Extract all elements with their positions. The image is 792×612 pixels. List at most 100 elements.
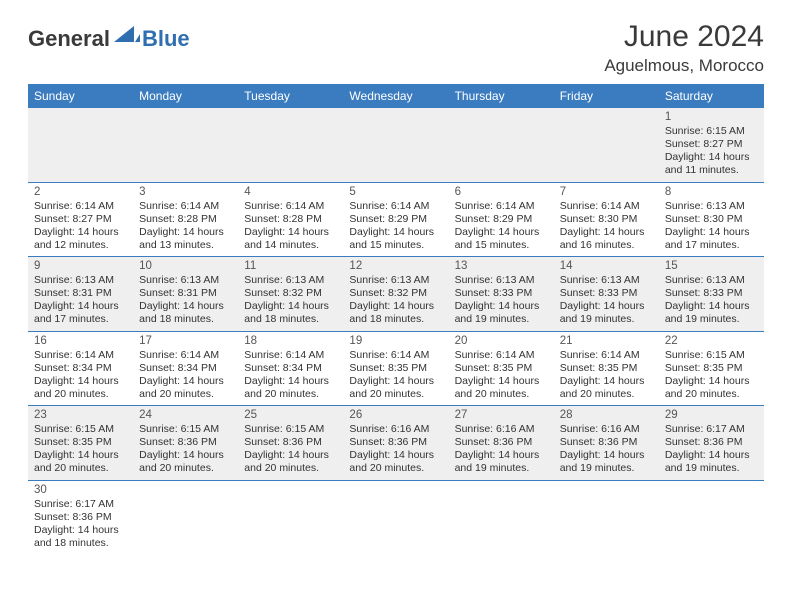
day-sunrise: Sunrise: 6:14 AM (560, 349, 653, 362)
calendar-day-cell: 11Sunrise: 6:13 AMSunset: 8:32 PMDayligh… (238, 257, 343, 332)
calendar-day-cell: 9 Sunrise: 6:13 AMSunset: 8:31 PMDaylight… (28, 257, 133, 332)
day-info: Sunrise: 6:13 AMSunset: 8:30 PMDaylight:… (665, 200, 758, 253)
day-sunset: Sunset: 8:34 PM (139, 362, 232, 375)
day-sunrise: Sunrise: 6:16 AM (560, 423, 653, 436)
day-info: Sunrise: 6:14 AMSunset: 8:28 PMDaylight:… (139, 200, 232, 253)
calendar-day-cell: 24Sunrise: 6:15 AMSunset: 8:36 PMDayligh… (133, 406, 238, 481)
day-sunrise: Sunrise: 6:13 AM (560, 274, 653, 287)
day-sunrise: Sunrise: 6:14 AM (560, 200, 653, 213)
calendar-week-row: 1Sunrise: 6:15 AMSunset: 8:27 PMDaylight… (28, 108, 764, 182)
day-info: Sunrise: 6:13 AMSunset: 8:31 PMDaylight:… (34, 274, 127, 327)
day-daylight2: and 15 minutes. (455, 239, 548, 252)
day-daylight1: Daylight: 14 hours (34, 449, 127, 462)
day-info: Sunrise: 6:14 AMSunset: 8:35 PMDaylight:… (455, 349, 548, 402)
day-daylight1: Daylight: 14 hours (665, 449, 758, 462)
day-number: 16 (34, 335, 127, 347)
day-daylight1: Daylight: 14 hours (560, 226, 653, 239)
day-info: Sunrise: 6:15 AMSunset: 8:35 PMDaylight:… (34, 423, 127, 476)
day-daylight2: and 13 minutes. (139, 239, 232, 252)
day-sunset: Sunset: 8:30 PM (665, 213, 758, 226)
day-sunrise: Sunrise: 6:13 AM (34, 274, 127, 287)
day-daylight2: and 20 minutes. (665, 388, 758, 401)
calendar-day-cell: 29Sunrise: 6:17 AMSunset: 8:36 PMDayligh… (659, 406, 764, 481)
logo-text-blue: Blue (142, 26, 190, 52)
weekday-header: Monday (133, 84, 238, 108)
day-daylight2: and 19 minutes. (455, 313, 548, 326)
weekday-header: Tuesday (238, 84, 343, 108)
day-daylight1: Daylight: 14 hours (34, 226, 127, 239)
day-info: Sunrise: 6:14 AMSunset: 8:34 PMDaylight:… (34, 349, 127, 402)
day-number: 24 (139, 409, 232, 421)
calendar-day-cell: 12Sunrise: 6:13 AMSunset: 8:32 PMDayligh… (343, 257, 448, 332)
day-number: 29 (665, 409, 758, 421)
day-sunset: Sunset: 8:35 PM (560, 362, 653, 375)
day-info: Sunrise: 6:14 AMSunset: 8:30 PMDaylight:… (560, 200, 653, 253)
day-number: 13 (455, 260, 548, 272)
day-daylight1: Daylight: 14 hours (139, 300, 232, 313)
day-sunset: Sunset: 8:36 PM (349, 436, 442, 449)
day-sunset: Sunset: 8:27 PM (665, 138, 758, 151)
location: Aguelmous, Morocco (604, 56, 764, 76)
calendar-day-cell: 28Sunrise: 6:16 AMSunset: 8:36 PMDayligh… (554, 406, 659, 481)
day-sunset: Sunset: 8:33 PM (560, 287, 653, 300)
day-daylight1: Daylight: 14 hours (349, 449, 442, 462)
day-sunset: Sunset: 8:29 PM (349, 213, 442, 226)
day-info: Sunrise: 6:13 AMSunset: 8:33 PMDaylight:… (665, 274, 758, 327)
day-number: 26 (349, 409, 442, 421)
day-sunrise: Sunrise: 6:13 AM (139, 274, 232, 287)
day-daylight1: Daylight: 14 hours (34, 524, 127, 537)
calendar-day-cell: 8 Sunrise: 6:13 AMSunset: 8:30 PMDaylight… (659, 182, 764, 257)
weekday-header-row: SundayMondayTuesdayWednesdayThursdayFrid… (28, 84, 764, 108)
day-number: 8 (665, 186, 758, 198)
day-info: Sunrise: 6:16 AMSunset: 8:36 PMDaylight:… (349, 423, 442, 476)
day-sunrise: Sunrise: 6:17 AM (34, 498, 127, 511)
title-block: June 2024 Aguelmous, Morocco (604, 20, 764, 76)
day-daylight2: and 19 minutes. (665, 462, 758, 475)
day-daylight2: and 18 minutes. (139, 313, 232, 326)
day-sunset: Sunset: 8:30 PM (560, 213, 653, 226)
day-sunrise: Sunrise: 6:14 AM (455, 200, 548, 213)
day-number: 9 (34, 260, 127, 272)
day-daylight2: and 18 minutes. (34, 537, 127, 550)
calendar-empty-cell (343, 108, 448, 182)
day-sunset: Sunset: 8:35 PM (349, 362, 442, 375)
day-daylight1: Daylight: 14 hours (349, 375, 442, 388)
day-daylight1: Daylight: 14 hours (560, 375, 653, 388)
day-number: 4 (244, 186, 337, 198)
day-info: Sunrise: 6:15 AMSunset: 8:27 PMDaylight:… (665, 125, 758, 178)
day-sunrise: Sunrise: 6:15 AM (665, 125, 758, 138)
day-daylight2: and 19 minutes. (560, 462, 653, 475)
day-daylight2: and 19 minutes. (455, 462, 548, 475)
day-daylight1: Daylight: 14 hours (349, 300, 442, 313)
day-number: 22 (665, 335, 758, 347)
weekday-header: Saturday (659, 84, 764, 108)
day-number: 5 (349, 186, 442, 198)
day-daylight1: Daylight: 14 hours (665, 226, 758, 239)
day-sunrise: Sunrise: 6:16 AM (349, 423, 442, 436)
calendar-empty-cell (343, 480, 448, 554)
calendar-week-row: 2Sunrise: 6:14 AMSunset: 8:27 PMDaylight… (28, 182, 764, 257)
day-number: 7 (560, 186, 653, 198)
day-sunset: Sunset: 8:36 PM (455, 436, 548, 449)
day-number: 15 (665, 260, 758, 272)
day-info: Sunrise: 6:14 AMSunset: 8:34 PMDaylight:… (139, 349, 232, 402)
day-sunset: Sunset: 8:36 PM (244, 436, 337, 449)
calendar-week-row: 23Sunrise: 6:15 AMSunset: 8:35 PMDayligh… (28, 406, 764, 481)
day-info: Sunrise: 6:13 AMSunset: 8:31 PMDaylight:… (139, 274, 232, 327)
day-number: 18 (244, 335, 337, 347)
calendar-day-cell: 2Sunrise: 6:14 AMSunset: 8:27 PMDaylight… (28, 182, 133, 257)
day-number: 3 (139, 186, 232, 198)
calendar-day-cell: 13 Sunrise: 6:13 AMSunset: 8:33 PMDayligh… (449, 257, 554, 332)
day-sunset: Sunset: 8:34 PM (244, 362, 337, 375)
day-number: 10 (139, 260, 232, 272)
day-info: Sunrise: 6:15 AMSunset: 8:36 PMDaylight:… (244, 423, 337, 476)
logo: General Blue (28, 26, 190, 52)
day-sunset: Sunset: 8:36 PM (34, 511, 127, 524)
day-info: Sunrise: 6:15 AMSunset: 8:35 PMDaylight:… (665, 349, 758, 402)
day-sunrise: Sunrise: 6:13 AM (244, 274, 337, 287)
day-info: Sunrise: 6:13 AMSunset: 8:33 PMDaylight:… (455, 274, 548, 327)
day-daylight1: Daylight: 14 hours (455, 226, 548, 239)
calendar-empty-cell (133, 480, 238, 554)
day-sunrise: Sunrise: 6:14 AM (349, 200, 442, 213)
day-number: 19 (349, 335, 442, 347)
